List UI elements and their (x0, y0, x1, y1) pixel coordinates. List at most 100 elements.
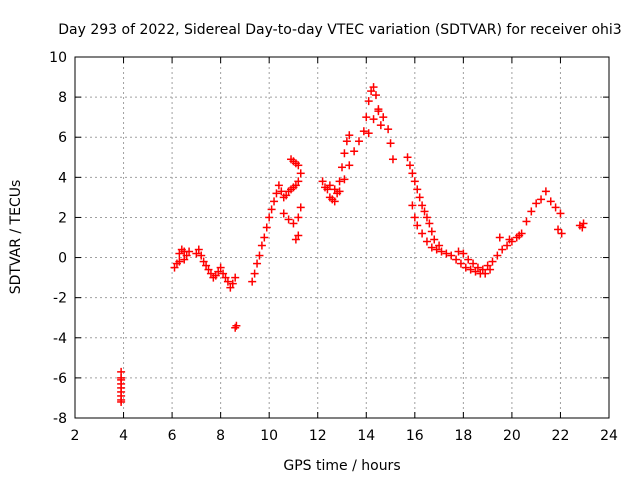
y-tick-label: 0 (58, 251, 67, 267)
data-point (270, 197, 279, 206)
data-point (483, 261, 492, 270)
data-point (456, 259, 465, 268)
data-point (498, 245, 507, 254)
data-point (175, 257, 184, 266)
data-point (206, 269, 215, 278)
data-point (330, 197, 339, 206)
data-point (452, 255, 461, 264)
data-point (447, 251, 456, 260)
y-axis-label: SDTVAR / TECUs (8, 180, 24, 295)
y-tick-label: -8 (53, 411, 67, 427)
data-point (403, 153, 412, 162)
data-point (192, 249, 201, 258)
data-point (345, 161, 354, 170)
data-point (175, 249, 184, 258)
data-point (284, 215, 293, 224)
data-point (369, 115, 378, 124)
x-tick-label: 24 (600, 428, 618, 444)
data-point (503, 241, 512, 250)
data-point (253, 259, 262, 268)
x-tick-label: 12 (309, 428, 327, 444)
x-axis-label: GPS time / hours (283, 458, 400, 474)
y-tick-label: -6 (53, 371, 67, 387)
data-point (551, 203, 560, 212)
data-point (369, 83, 378, 92)
data-point (272, 189, 281, 198)
data-point (228, 279, 237, 288)
data-point (557, 229, 566, 238)
data-point (437, 247, 446, 256)
data-point (250, 269, 259, 278)
data-point (384, 125, 393, 134)
data-point (214, 267, 223, 276)
data-point (578, 223, 587, 232)
data-point (388, 155, 397, 164)
data-point (442, 249, 451, 258)
data-point (291, 181, 300, 190)
x-tick-label: 22 (552, 428, 570, 444)
data-point (232, 321, 241, 330)
data-point (219, 269, 228, 278)
data-series (117, 83, 588, 406)
data-point (430, 235, 439, 244)
data-point (170, 263, 179, 272)
data-point (515, 231, 524, 240)
data-point (340, 149, 349, 158)
data-point (454, 247, 463, 256)
x-tick-label: 4 (119, 428, 128, 444)
data-point (371, 91, 380, 100)
data-point (226, 283, 235, 292)
data-point (505, 235, 514, 244)
y-tick-label: -2 (53, 291, 67, 307)
data-point (359, 127, 368, 136)
y-tick-label: 2 (58, 210, 67, 226)
data-point (413, 185, 422, 194)
data-point (318, 177, 327, 186)
data-point (182, 251, 191, 260)
y-tick-label: 10 (49, 50, 67, 66)
data-point (422, 213, 431, 222)
data-point (427, 243, 436, 252)
data-point (223, 277, 232, 286)
data-point (255, 251, 264, 260)
data-point (541, 187, 550, 196)
x-tick-label: 10 (260, 428, 278, 444)
data-point (335, 177, 344, 186)
data-point (279, 209, 288, 218)
data-point (379, 113, 388, 122)
data-point (185, 247, 194, 256)
data-point (204, 265, 213, 274)
data-point (435, 241, 444, 250)
x-tick-label: 16 (406, 428, 424, 444)
chart-title: Day 293 of 2022, Sidereal Day-to-day VTE… (58, 22, 621, 38)
data-point (231, 273, 240, 282)
data-point (546, 197, 555, 206)
data-point (386, 139, 395, 148)
data-point (422, 237, 431, 246)
data-point (473, 263, 482, 272)
data-point (325, 181, 334, 190)
y-tick-label: 4 (58, 170, 67, 186)
data-point (408, 169, 417, 178)
data-point (364, 97, 373, 106)
data-point (180, 255, 189, 264)
x-tick-label: 2 (71, 428, 80, 444)
data-point (117, 397, 126, 406)
data-point (493, 251, 502, 260)
data-point (274, 181, 283, 190)
data-point (410, 177, 419, 186)
data-point (291, 235, 300, 244)
plot-frame (74, 56, 610, 419)
data-point (265, 213, 274, 222)
y-tick-label: -4 (53, 331, 67, 347)
data-point (117, 375, 126, 384)
data-point (296, 169, 305, 178)
data-point (405, 161, 414, 170)
data-point (427, 227, 436, 236)
y-tick-label: 6 (58, 130, 67, 146)
data-point (267, 205, 276, 214)
x-tick-label: 20 (503, 428, 521, 444)
data-point (408, 201, 417, 210)
data-point (374, 107, 383, 116)
